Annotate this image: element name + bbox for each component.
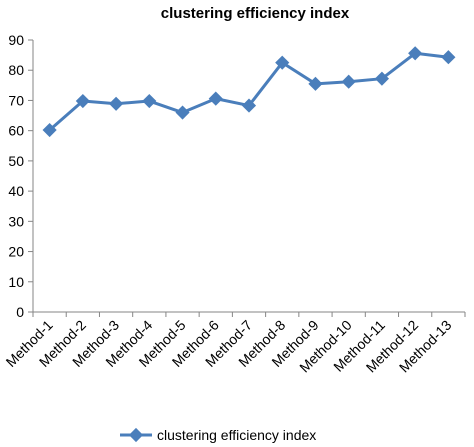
axes	[32, 40, 465, 313]
data-point	[308, 76, 323, 91]
data-point	[142, 93, 157, 109]
x-axis-ticks: Method-1Method-2Method-3Method-4Method-5…	[3, 312, 466, 375]
y-tick-label: 90	[8, 32, 24, 48]
data-point	[275, 55, 290, 70]
data-point	[208, 91, 223, 106]
chart-title: clustering efficiency index	[161, 5, 350, 22]
data-point	[441, 50, 456, 65]
legend-marker	[128, 427, 144, 443]
y-tick-label: 70	[8, 92, 24, 108]
y-tick-label: 80	[8, 62, 24, 78]
series-group	[42, 46, 456, 138]
y-tick-label: 0	[16, 304, 24, 320]
data-point	[109, 96, 124, 111]
data-point	[408, 46, 423, 61]
y-tick-label: 60	[8, 123, 24, 139]
y-tick-label: 50	[8, 153, 24, 169]
series-line	[48, 51, 449, 132]
y-tick-label: 40	[8, 183, 24, 199]
legend-label: clustering efficiency index	[157, 427, 316, 443]
y-tick-label: 20	[8, 244, 24, 260]
y-tick-label: 10	[8, 274, 24, 290]
data-point	[175, 105, 190, 120]
y-axis-ticks: 0 10 20 30 40 50 60 70 80 90	[8, 32, 33, 320]
legend: clustering efficiency index	[120, 427, 316, 443]
data-point	[341, 74, 356, 89]
y-tick-label: 30	[8, 213, 24, 229]
